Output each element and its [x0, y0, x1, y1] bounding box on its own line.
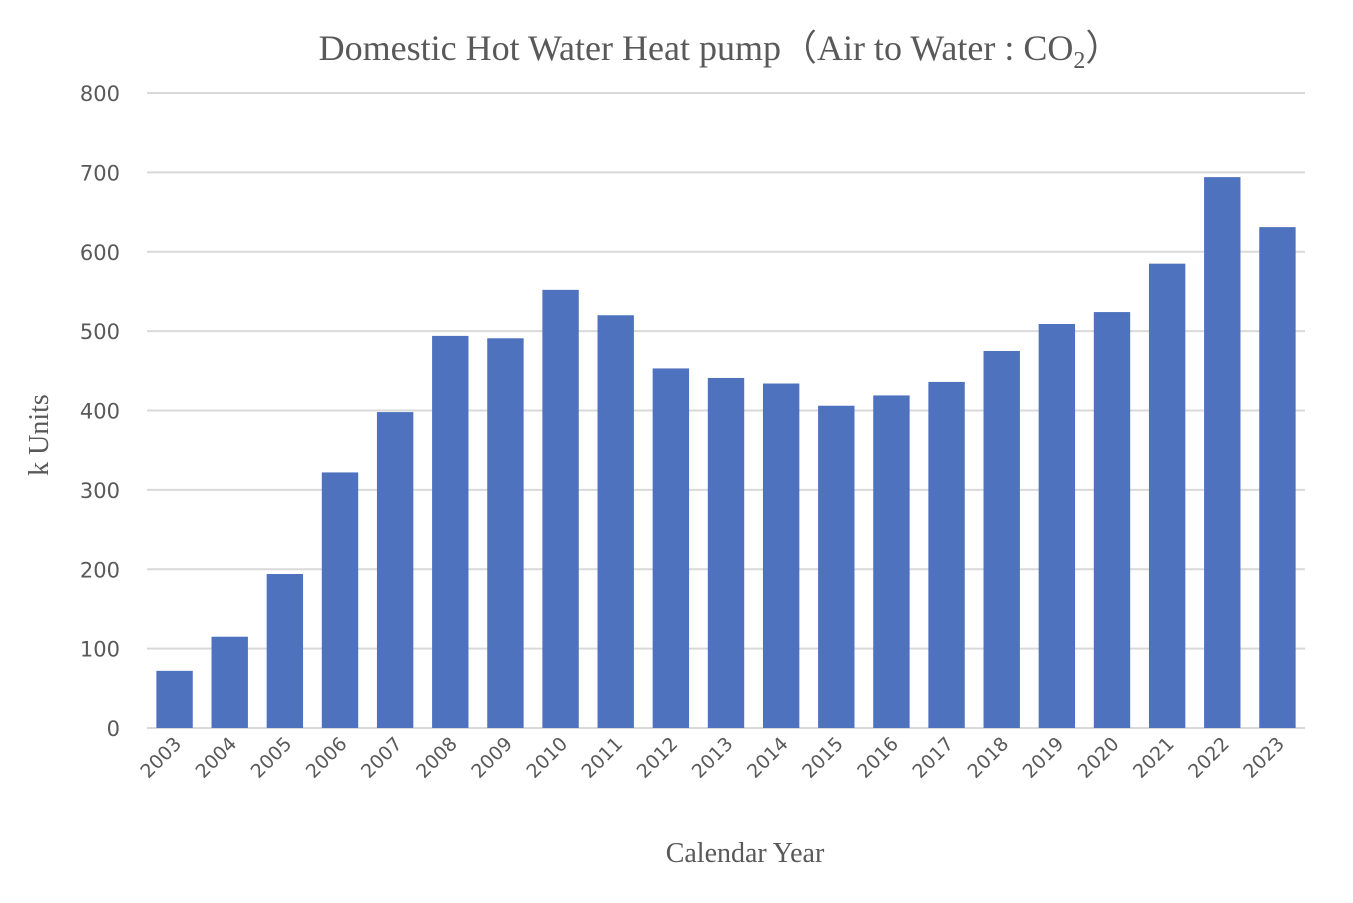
- x-tick-label: 2003: [136, 733, 186, 783]
- bar-2008: [432, 335, 469, 728]
- x-tick-label: 2023: [1239, 733, 1289, 783]
- bar-2009: [487, 338, 524, 728]
- y-axis-title: k Units: [24, 394, 55, 476]
- bar-2018: [983, 350, 1020, 728]
- x-tick-label: 2005: [247, 733, 297, 783]
- bar-2014: [762, 383, 800, 728]
- x-tick-label: 2015: [798, 733, 848, 783]
- bar-2011: [597, 315, 634, 728]
- y-tick-label: 800: [80, 82, 120, 106]
- y-axis-ticks: 0 100 200 300 400 500 600 700 800: [80, 82, 120, 741]
- bar-2006: [321, 472, 359, 728]
- chart-title: Domestic Hot Water Heat pump（Air to Wate…: [319, 28, 1122, 74]
- x-tick-label: 2022: [1184, 733, 1234, 783]
- bar-2003: [156, 670, 193, 728]
- y-tick-label: 200: [80, 558, 120, 582]
- bars: [156, 177, 1296, 729]
- y-tick-label: 100: [80, 638, 120, 662]
- y-tick-label: 600: [80, 241, 120, 265]
- bar-2007: [376, 412, 414, 728]
- x-tick-label: 2011: [577, 733, 627, 783]
- bar-2020: [1093, 312, 1131, 728]
- bar-2012: [652, 368, 690, 728]
- bar-2019: [1038, 323, 1076, 728]
- bar-2021: [1148, 263, 1186, 728]
- bar-2017: [928, 381, 965, 728]
- y-tick-label: 0: [107, 717, 120, 741]
- x-tick-label: 2020: [1074, 733, 1124, 783]
- bar-2016: [873, 395, 910, 728]
- bar-2015: [818, 405, 855, 728]
- x-tick-label: 2009: [467, 733, 517, 783]
- x-tick-label: 2017: [908, 733, 958, 783]
- x-tick-label: 2006: [302, 733, 352, 783]
- chart-title-suffix: ）: [1085, 28, 1121, 68]
- x-tick-label: 2008: [412, 733, 462, 783]
- x-tick-label: 2010: [522, 733, 572, 783]
- bar-2005: [266, 574, 304, 728]
- x-tick-label: 2012: [633, 733, 683, 783]
- x-tick-label: 2019: [1019, 733, 1069, 783]
- bar-2022: [1204, 177, 1241, 728]
- x-tick-label: 2007: [357, 733, 407, 783]
- y-tick-label: 400: [80, 400, 120, 424]
- bar-2004: [211, 636, 248, 728]
- y-tick-label: 500: [80, 320, 120, 344]
- x-tick-label: 2016: [853, 733, 903, 783]
- y-tick-label: 300: [80, 479, 120, 503]
- bar-2013: [707, 377, 745, 728]
- x-tick-label: 2014: [743, 733, 793, 783]
- y-tick-label: 700: [80, 161, 120, 185]
- bar-2023: [1259, 227, 1296, 729]
- x-tick-label: 2004: [191, 733, 241, 783]
- x-tick-label: 2018: [963, 733, 1013, 783]
- x-axis-title: Calendar Year: [666, 838, 825, 869]
- x-axis-ticks: 2003 2004 2005 2006 2007 2008 2009 2010 2011 2012…: [136, 733, 1289, 783]
- bar-2010: [542, 289, 579, 728]
- x-tick-label: 2021: [1129, 733, 1179, 783]
- chart-title-subscript: 2: [1073, 48, 1085, 74]
- chart-title-main: Domestic Hot Water Heat pump（Air to Wate…: [319, 28, 1074, 68]
- x-tick-label: 2013: [688, 733, 738, 783]
